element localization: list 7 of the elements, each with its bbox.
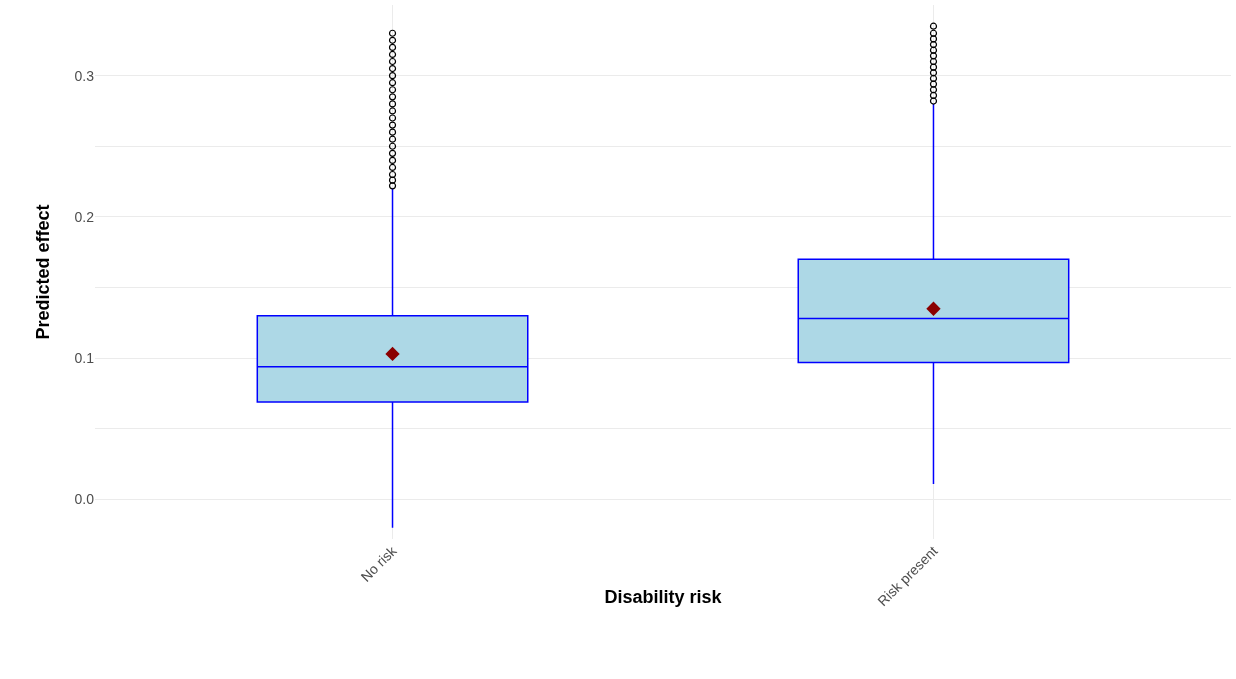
y-tick-label: 0.2 xyxy=(74,208,95,225)
x-axis-title: Disability risk xyxy=(604,587,723,607)
y-tick-label: 0.0 xyxy=(74,491,95,508)
x-tick-label: No risk xyxy=(357,542,401,585)
y-axis-title: Predicted effect xyxy=(33,204,53,340)
y-tick-label: 0.3 xyxy=(74,67,95,84)
y-tick-label: 0.1 xyxy=(74,350,95,367)
